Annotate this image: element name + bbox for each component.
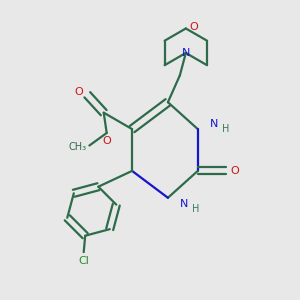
Text: O: O — [74, 87, 83, 98]
Text: N: N — [180, 199, 188, 209]
Text: O: O — [190, 22, 199, 32]
Text: O: O — [230, 166, 239, 176]
Text: Cl: Cl — [79, 256, 90, 266]
Text: N: N — [182, 48, 190, 58]
Text: N: N — [210, 119, 218, 129]
Text: H: H — [192, 204, 199, 214]
Text: H: H — [222, 124, 229, 134]
Text: CH₃: CH₃ — [68, 142, 86, 152]
Text: O: O — [102, 136, 111, 146]
